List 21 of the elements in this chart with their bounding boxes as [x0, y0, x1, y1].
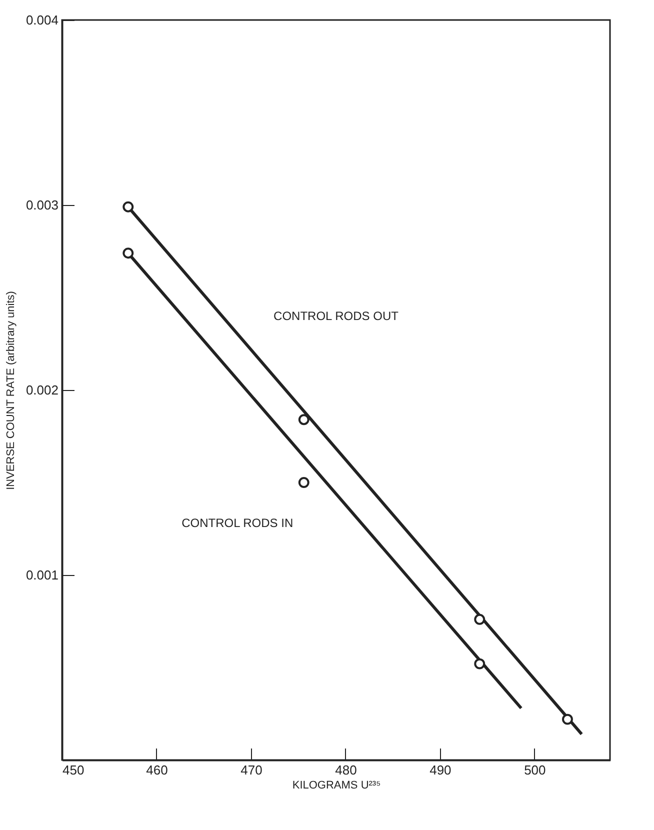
x-axis-title: KILOGRAMS U²³⁵: [292, 780, 381, 792]
point: [122, 248, 134, 259]
point: [298, 477, 310, 488]
x-tick-label: 450: [62, 762, 84, 778]
point: [474, 658, 486, 670]
annotation: CONTROL RODS IN: [182, 516, 294, 530]
x-tick-label: 500: [524, 762, 546, 778]
y-tick-label: 0.001: [26, 568, 58, 582]
x-tick-label: 480: [335, 762, 357, 778]
annotation: CONTROL RODS OUT: [274, 309, 400, 323]
x-tick-label: 470: [240, 762, 262, 778]
y-tick-label: 0.003: [26, 198, 58, 212]
y-tick-label: 0.004: [26, 12, 58, 28]
x-tick-label: 490: [430, 762, 452, 778]
point: [474, 614, 486, 625]
x-tick-label: 460: [146, 762, 168, 778]
y-tick-label: 0.002: [26, 382, 58, 398]
point: [122, 201, 134, 212]
y-axis-title: INVERSE COUNT RATE (arbitrary units): [4, 291, 17, 490]
point: [298, 414, 310, 426]
point: [562, 714, 573, 725]
